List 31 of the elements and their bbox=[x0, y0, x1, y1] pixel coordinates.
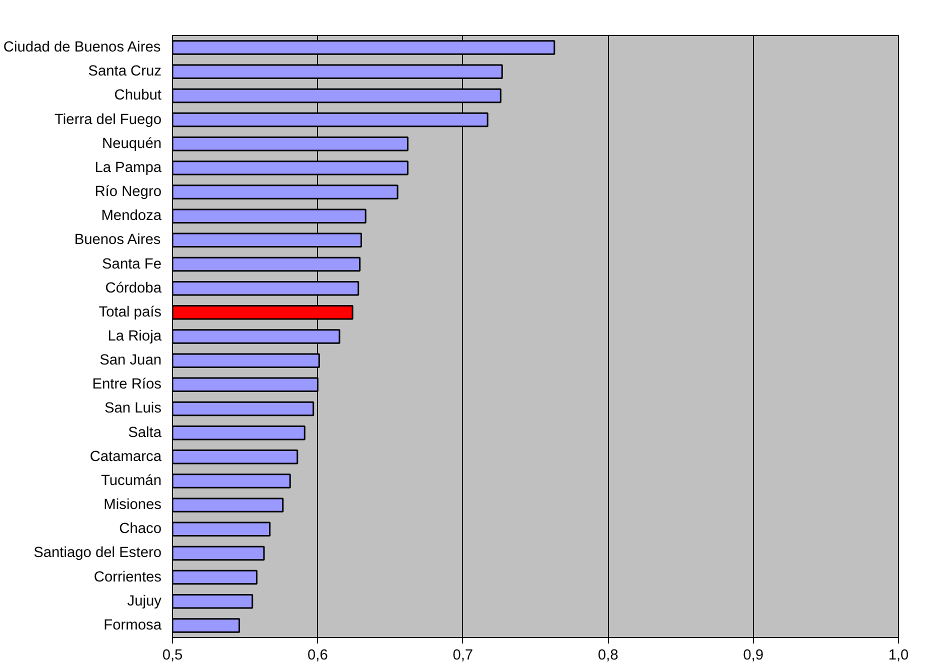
y-tick-label: San Juan bbox=[100, 352, 162, 369]
y-tick-label: Córdoba bbox=[105, 280, 162, 296]
x-tick-label: 0,5 bbox=[162, 648, 183, 664]
y-tick-label: Buenos Aires bbox=[74, 232, 161, 248]
y-tick-label: Chaco bbox=[119, 521, 162, 538]
y-tick-label: Misiones bbox=[104, 497, 162, 514]
y-tick-label: Santiago del Estero bbox=[34, 545, 162, 562]
x-tick-label: 0,7 bbox=[452, 648, 474, 664]
y-tick-label: Total país bbox=[98, 304, 162, 320]
y-tick-label: Salta bbox=[128, 424, 162, 441]
y-tick-label: Chubut bbox=[114, 88, 162, 104]
y-tick-label: Tucumán bbox=[100, 472, 162, 489]
y-tick-label: Mendoza bbox=[101, 208, 162, 224]
y-tick-label: La Pampa bbox=[94, 160, 162, 176]
y-tick-label: Río Negro bbox=[94, 184, 162, 200]
y-tick-label: Ciudad de Buenos Aires bbox=[3, 40, 161, 56]
y-tick-label: Tierra del Fuego bbox=[54, 112, 162, 128]
x-tick-label: 0,6 bbox=[308, 648, 328, 664]
x-tick-label: 1,0 bbox=[888, 648, 909, 664]
y-tick-label: La Rioja bbox=[108, 328, 162, 344]
x-tick-label: 0,9 bbox=[743, 648, 764, 664]
y-tick-label: San Luis bbox=[104, 400, 162, 417]
y-tick-label: Entre Ríos bbox=[92, 376, 162, 393]
y-tick-label: Santa Cruz bbox=[88, 64, 162, 80]
y-tick-label: Catamarca bbox=[90, 448, 162, 465]
y-tick-label: Santa Fe bbox=[102, 256, 162, 272]
y-tick-label: Formosa bbox=[104, 617, 162, 634]
y-tick-label: Corrientes bbox=[94, 569, 162, 586]
x-tick-label: 0,8 bbox=[598, 648, 618, 664]
y-tick-label: Neuquén bbox=[102, 136, 162, 152]
y-tick-label: Jujuy bbox=[127, 593, 162, 610]
